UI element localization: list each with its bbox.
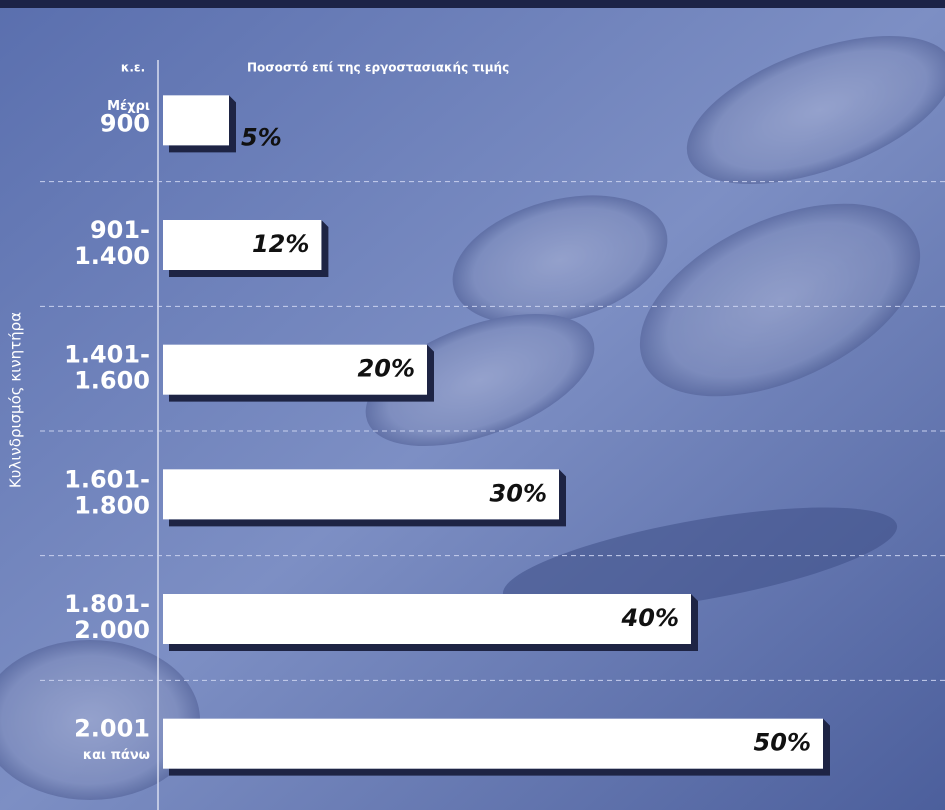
y-tick-label: 1.800 [74,491,150,519]
bar-shadow [169,594,698,651]
chart-title: Ποσοστό επί της εργοστασιακής τιμής [247,61,509,75]
bar-shadow [169,344,434,402]
y-tick-label: 2.001 [74,715,150,743]
bar-shadow [169,718,830,776]
y-tick-label: 1.601- [64,465,150,493]
bar [163,469,559,520]
bar-shadow [169,469,566,527]
y-axis-label: Κυλινδρισμός κινητήρα [7,312,25,488]
y-tick-label: 1.400 [74,242,150,270]
value-label: 50% [754,729,811,757]
y-tick-label: 900 [100,109,150,137]
bar [163,594,691,644]
value-label: 12% [252,230,309,258]
y-tick-label: και πάνω [83,748,150,763]
bar-shadow [169,95,236,153]
bar-shadow [169,220,329,277]
bar [163,718,823,769]
y-tick-label: Μέχρι [107,99,150,114]
bar [163,344,427,395]
y-tick-label: 901- [90,216,150,244]
value-label: 5% [241,123,282,151]
y-tick-label: 2.000 [74,616,150,644]
top-band [0,0,945,8]
value-label: 40% [621,604,679,632]
value-label: 20% [358,355,415,383]
value-label: 30% [490,479,547,507]
y-tick-label: 1.801- [64,590,150,618]
bar [163,95,229,146]
bar [163,220,322,270]
y-tick-label: 1.401- [64,341,150,369]
category-header: κ.ε. [121,61,145,75]
y-tick-label: 1.600 [74,367,150,395]
